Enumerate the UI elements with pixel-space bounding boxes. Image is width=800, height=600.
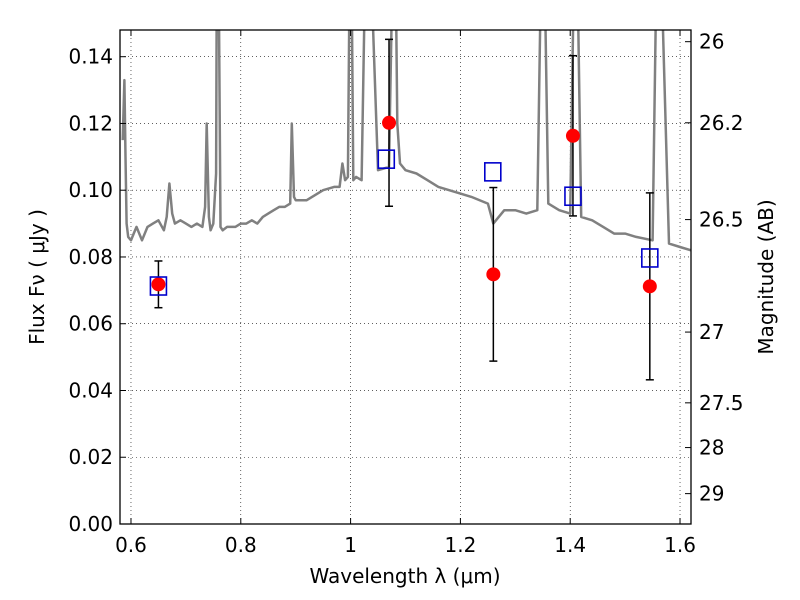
y-axis-title: Flux Fν ( μJy ) xyxy=(25,209,49,345)
plot-background xyxy=(120,30,691,524)
y-tick-label: 0.02 xyxy=(68,445,113,469)
y-tick-label: 0.08 xyxy=(68,245,113,269)
y2-tick-label: 26.2 xyxy=(699,111,744,135)
y2-tick-labels: 26 26.2 26.5 27 27.5 28 29 xyxy=(699,30,744,506)
x-tick-label: 1 xyxy=(344,533,357,557)
model-point xyxy=(483,162,502,182)
model-point xyxy=(149,276,168,296)
observed-point xyxy=(382,115,397,130)
x-tick-label: 0.8 xyxy=(225,533,257,557)
observed-point xyxy=(151,277,166,292)
model-point xyxy=(641,248,659,268)
model-photometry-points xyxy=(149,149,659,296)
observed-points xyxy=(151,115,657,294)
model-point xyxy=(564,186,582,207)
plot-frame xyxy=(119,29,692,525)
y-tick-label: 0.14 xyxy=(68,45,113,69)
y2-tick-label: 27 xyxy=(699,320,724,344)
x-tick-label: 0.6 xyxy=(115,533,147,557)
template-spectrum xyxy=(121,30,691,252)
x-tick-label: 1.2 xyxy=(444,533,476,557)
template-spectrum-line xyxy=(121,30,691,252)
y-tick-label: 0.04 xyxy=(68,378,113,402)
x-tick-label: 1.6 xyxy=(664,533,696,557)
y2-tick-label: 26 xyxy=(699,30,724,54)
ticks xyxy=(120,30,691,525)
x-tick-label: 1.4 xyxy=(554,533,586,557)
observed-point xyxy=(642,279,657,294)
observed-point xyxy=(565,128,580,143)
y-tick-label: 0.00 xyxy=(68,512,113,536)
y2-tick-label: 29 xyxy=(699,482,724,506)
y-tick-label: 0.06 xyxy=(68,312,113,336)
x-axis-title: Wavelength λ (μm) xyxy=(309,564,500,588)
x-tick-labels: 0.6 0.8 1 1.2 1.4 1.6 xyxy=(115,533,696,557)
model-point xyxy=(377,149,396,169)
observed-point xyxy=(486,267,501,282)
y2-axis-title: Magnitude (AB) xyxy=(754,199,778,354)
y-tick-labels: 0.00 0.02 0.04 0.06 0.08 0.10 0.12 0.14 xyxy=(68,45,113,536)
y-tick-label: 0.12 xyxy=(68,111,113,135)
y2-tick-label: 27.5 xyxy=(699,391,744,415)
y2-tick-label: 28 xyxy=(699,436,724,460)
y-tick-label: 0.10 xyxy=(68,178,113,202)
y2-tick-label: 26.5 xyxy=(699,208,744,232)
